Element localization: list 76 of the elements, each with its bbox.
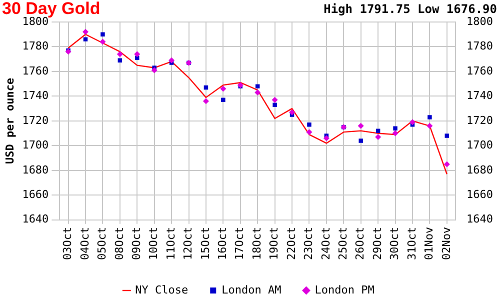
- point: [134, 51, 140, 58]
- point: [168, 57, 175, 64]
- point: [323, 135, 330, 142]
- x-tick-label: 24Oct: [319, 226, 332, 260]
- x-tick-label: 19Oct: [268, 226, 281, 260]
- point: [409, 119, 416, 126]
- y2-tick-label: 1760: [466, 64, 494, 78]
- x-tick-label: 26Oct: [354, 226, 367, 260]
- point: [376, 128, 380, 133]
- x-tick-label: 23Oct: [302, 226, 316, 260]
- y-tick-label: 1780: [22, 40, 49, 53]
- x-tick-label: 11Oct: [164, 226, 178, 260]
- point: [444, 134, 450, 138]
- x-tick-label: 15Oct: [198, 226, 212, 260]
- point: [220, 86, 226, 92]
- point: [428, 115, 432, 120]
- point: [100, 38, 106, 45]
- x-tick-label: 22Oct: [284, 226, 298, 260]
- x-tick-label: 09Oct: [130, 226, 143, 260]
- y-tick-label: 1660: [22, 188, 49, 202]
- point: [358, 138, 363, 143]
- x-tick-label: 12Oct: [182, 226, 195, 260]
- chart-subtitle: High 1791.75 Low 1676.90: [324, 2, 497, 16]
- point: [272, 102, 277, 107]
- point: [118, 58, 122, 62]
- x-tick-label: 10Oct: [147, 226, 160, 260]
- point: [100, 32, 105, 36]
- x-tick-label: 18Oct: [250, 226, 264, 260]
- y-tick-label: 1760: [22, 64, 49, 78]
- point: [289, 109, 296, 116]
- y2-tick-label: 1640: [466, 212, 494, 226]
- x-tick-label: 17Oct: [233, 226, 246, 260]
- point: [307, 122, 312, 127]
- y-tick-label: 1680: [22, 163, 49, 176]
- point: [444, 161, 450, 168]
- point: [116, 51, 123, 58]
- point: [255, 84, 260, 88]
- x-tick-label: 02Nov: [440, 226, 453, 260]
- point: [82, 28, 89, 35]
- x-tick-label: 25Oct: [336, 226, 350, 260]
- y-tick-label: 1700: [22, 138, 49, 152]
- y2-tick-label: 1800: [466, 14, 494, 28]
- x-tick-label: 08Oct: [112, 226, 126, 260]
- point: [392, 130, 398, 136]
- y2-tick-label: 1740: [466, 89, 494, 102]
- point: [202, 98, 209, 104]
- point: [83, 37, 88, 42]
- x-tick-label: 16Oct: [216, 226, 230, 260]
- y-tick-label: 1740: [22, 89, 49, 102]
- y2-tick-label: 1680: [466, 163, 494, 176]
- x-tick-label: 30Oct: [388, 226, 402, 260]
- x-tick-label: 31Oct: [405, 226, 418, 260]
- point: [393, 126, 398, 130]
- x-tick-label: 01Nov: [422, 226, 436, 260]
- y2-tick-label: 1660: [466, 188, 494, 202]
- point: [426, 122, 433, 129]
- y2-tick-label: 1780: [466, 40, 494, 53]
- y-axis-title: USD per ounce: [3, 78, 16, 164]
- point: [254, 90, 261, 96]
- y2-tick-label: 1700: [466, 138, 494, 152]
- legend-label: London AM: [222, 283, 282, 296]
- point: [306, 129, 312, 136]
- point: [375, 134, 382, 140]
- legend-label: London PM: [314, 283, 375, 296]
- x-tick-label: 29Oct: [370, 226, 384, 260]
- x-tick-label: 05Oct: [96, 226, 109, 260]
- point: [151, 67, 158, 74]
- legend-label: NY Close: [135, 283, 188, 296]
- point: [358, 122, 364, 129]
- x-tick-label: 04Oct: [78, 226, 92, 260]
- x-tick-label: 03Oct: [61, 226, 74, 260]
- y-tick-label: 1720: [22, 114, 49, 127]
- point: [221, 98, 226, 102]
- y2-tick-label: 1720: [466, 114, 494, 127]
- point: [272, 96, 278, 103]
- y-tick-label: 1640: [22, 212, 49, 226]
